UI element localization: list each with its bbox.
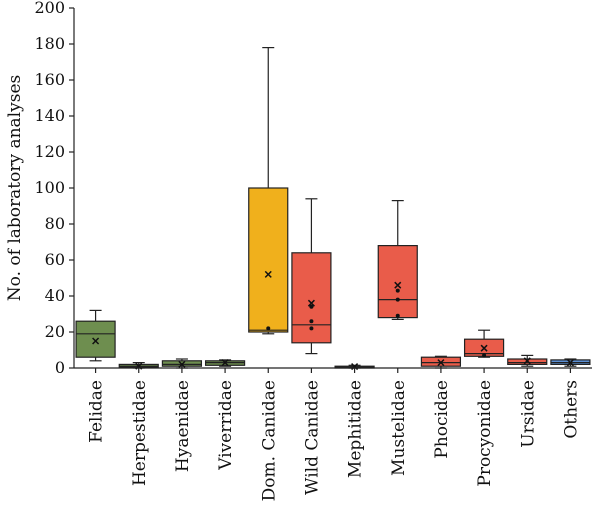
mean-marker [394, 281, 402, 289]
mean-marker [437, 359, 445, 367]
data-point [395, 297, 400, 302]
y-tick-label: 200 [34, 0, 65, 17]
mean-marker [92, 337, 100, 345]
x-tick-label: Mephitidae [346, 380, 366, 478]
mean-stroke [264, 270, 272, 278]
data-point [309, 326, 314, 331]
y-tick-label: 140 [34, 106, 65, 125]
x-tick-label: Felidae [87, 380, 107, 443]
y-tick-label: 160 [34, 70, 65, 89]
y-axis-title: No. of laboratory analyses [5, 75, 25, 301]
y-axis: 0 20 40 60 80 100 120 140 160 180 200 [34, 0, 75, 377]
y-tick-label: 40 [45, 286, 65, 305]
box-iqr [291, 252, 332, 344]
data-point [395, 313, 400, 318]
mean-stroke [394, 281, 402, 289]
mean-marker [566, 359, 574, 367]
x-axis: Felidae Herpestidae Hyaenidae Viverridae Dom… [74, 367, 592, 501]
box-hyaenidae [161, 358, 203, 369]
mean-stroke [221, 359, 229, 367]
y-tick-label: 180 [34, 34, 65, 53]
data-point [395, 288, 400, 293]
y-tick-label: 0 [55, 358, 65, 377]
box-phocidae [420, 355, 462, 369]
x-tick-label: Herpestidae [130, 380, 150, 486]
x-tick-label: Procyonidae [475, 380, 495, 487]
mean-marker [264, 270, 272, 278]
x-tick-label: Others [561, 380, 581, 439]
mean-marker [178, 360, 186, 368]
x-tick-label: Phocidae [432, 380, 452, 459]
mean-stroke [480, 344, 488, 352]
box-iqr [248, 187, 289, 333]
mean-marker [221, 359, 229, 367]
mean-stroke [307, 299, 315, 307]
box-felidae [75, 309, 116, 362]
data-point [482, 353, 487, 358]
x-tick-label: Dom. Canidae [259, 380, 279, 501]
x-tick-label: Hyaenidae [173, 380, 193, 472]
mean-stroke [178, 360, 186, 368]
mean-stroke [437, 359, 445, 367]
box-mustelidae [377, 200, 418, 320]
box-iqr [377, 245, 418, 319]
box-procyonidae [463, 329, 505, 358]
data-point [309, 304, 314, 309]
y-tick-label: 60 [45, 250, 65, 269]
mean-stroke [566, 359, 574, 367]
x-tick-label: Mustelidae [389, 380, 409, 476]
box-viverridae [204, 359, 246, 367]
x-tick-label: Viverridae [216, 380, 236, 471]
mean-stroke [523, 357, 531, 365]
y-tick-label: 80 [45, 214, 65, 233]
mean-marker [307, 299, 315, 307]
data-point [266, 326, 271, 331]
box-dom-canidae [248, 46, 289, 335]
y-tick-label: 100 [34, 178, 65, 197]
y-tick-label: 120 [34, 142, 65, 161]
box-ursidae [507, 354, 548, 367]
box-mephitidae [334, 363, 375, 371]
box-series [75, 46, 591, 371]
x-tick-label: Ursidae [518, 380, 538, 448]
box-others [550, 358, 591, 367]
mean-marker [523, 357, 531, 365]
box-wild-canidae [291, 198, 332, 355]
x-tick-label: Wild Canidae [302, 380, 322, 495]
y-tick-label: 20 [45, 322, 65, 341]
mean-stroke [92, 337, 100, 345]
box-iqr [75, 320, 116, 358]
data-point [309, 319, 314, 324]
mean-marker [480, 344, 488, 352]
